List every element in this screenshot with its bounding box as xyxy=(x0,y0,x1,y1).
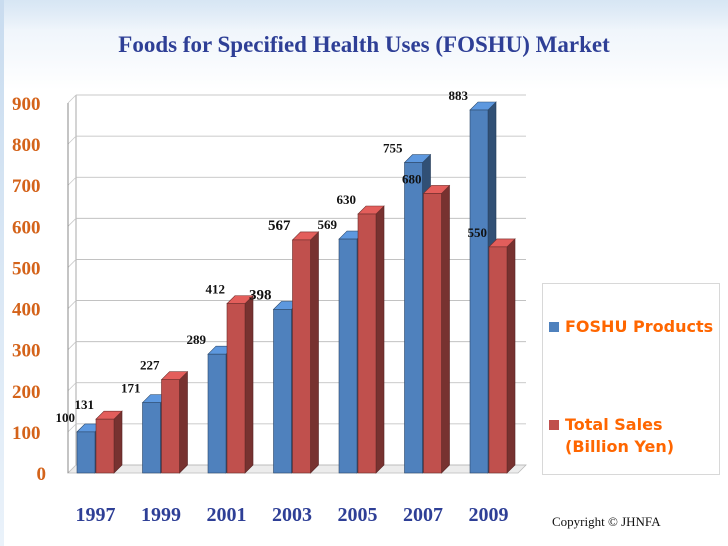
gridline-diag-100 xyxy=(67,423,77,433)
data-label: 680 xyxy=(402,171,422,186)
bar-total-sales xyxy=(488,246,508,474)
x-tick-label: 2005 xyxy=(338,504,378,526)
bar-total-sales xyxy=(161,379,180,474)
data-label: 412 xyxy=(206,282,226,297)
x-tick-label: 2007 xyxy=(403,504,443,526)
chart-title: Foods for Specified Health Uses (FOSHU) … xyxy=(118,32,610,57)
data-label: 567 xyxy=(268,218,291,234)
data-label: 755 xyxy=(383,141,403,156)
bar-side xyxy=(113,410,123,474)
data-label: 550 xyxy=(468,225,488,240)
bar-total-sales xyxy=(226,303,246,474)
x-tick-label: 2003 xyxy=(272,504,312,526)
bar-side xyxy=(310,231,319,474)
legend-item-sales: Total Sales (Billion Yen) xyxy=(549,414,674,458)
y-tick-label: 0 xyxy=(37,464,47,485)
y-tick-label: 600 xyxy=(12,217,41,238)
bar-foshu-products xyxy=(142,402,161,474)
data-label: 289 xyxy=(187,332,207,347)
axis-layer: 0 100 200 300 400 500 600 700 800 900 1997 1999 2001… xyxy=(12,94,509,526)
data-label: 883 xyxy=(449,88,469,103)
copyright-text: Copyright © JHNFA xyxy=(552,514,661,529)
gridline-diag-600 xyxy=(67,218,77,227)
bar-side xyxy=(441,184,450,474)
data-label: 171 xyxy=(121,381,141,396)
labels-layer: 100 171 289 398 569 755 883 131 227 412 567 630 680 5… xyxy=(56,88,488,425)
gridline-diag-0 xyxy=(67,464,77,474)
data-label: 100 xyxy=(56,410,76,425)
gridline-diag-900 xyxy=(67,94,77,104)
bar-foshu-products xyxy=(207,353,227,474)
data-label: 398 xyxy=(249,287,272,303)
y-tick-label: 300 xyxy=(12,341,41,362)
y-tick-label: 800 xyxy=(12,135,41,156)
gridline-diag-400 xyxy=(67,300,77,309)
bar-side xyxy=(375,205,385,474)
data-label: 569 xyxy=(318,217,338,232)
top-band xyxy=(0,0,728,30)
gridline-diag-800 xyxy=(67,135,77,145)
y-tick-label: 700 xyxy=(12,176,41,197)
y-tick-label: 400 xyxy=(12,300,41,321)
gridline-diag-500 xyxy=(67,259,77,268)
legend-label-sales: Total Sales (Billion Yen) xyxy=(565,415,675,456)
bar-total-sales xyxy=(95,418,115,474)
bar-side xyxy=(244,294,254,474)
y-tick-label: 200 xyxy=(12,382,41,403)
x-tick-label: 1997 xyxy=(76,504,116,526)
y-tick-label: 100 xyxy=(12,423,41,444)
bar-foshu-products xyxy=(76,431,96,474)
bar-foshu-products xyxy=(469,109,489,474)
x-tick-label: 2001 xyxy=(207,504,247,526)
bar-foshu-products xyxy=(338,238,358,474)
legend-swatch-foshu xyxy=(549,322,559,332)
bar-total-sales xyxy=(292,239,311,474)
data-label: 630 xyxy=(337,192,357,207)
chart-legend: FOSHU Products Total Sales (Billion Yen) xyxy=(542,283,720,475)
x-tick-label: 1999 xyxy=(141,504,181,526)
bar-foshu-products xyxy=(404,162,423,474)
bar-foshu-products xyxy=(273,309,292,474)
side-stripe xyxy=(0,0,4,546)
bar-total-sales xyxy=(423,193,442,474)
gridline-diag-200 xyxy=(67,382,77,392)
gridline-diag-700 xyxy=(67,176,77,186)
gridline-diag-300 xyxy=(67,341,77,350)
bar-side xyxy=(506,238,516,474)
data-label: 131 xyxy=(75,397,95,412)
y-tick-label: 500 xyxy=(12,258,41,279)
bar-total-sales xyxy=(357,213,377,474)
data-label: 227 xyxy=(140,358,160,373)
bars-layer xyxy=(76,101,516,474)
bar-side xyxy=(179,370,188,474)
legend-swatch-sales xyxy=(549,420,559,430)
x-tick-label: 2009 xyxy=(469,504,509,526)
legend-label-foshu: FOSHU Products xyxy=(565,317,714,336)
y-tick-label: 900 xyxy=(12,94,41,115)
legend-item-foshu: FOSHU Products xyxy=(549,316,713,338)
